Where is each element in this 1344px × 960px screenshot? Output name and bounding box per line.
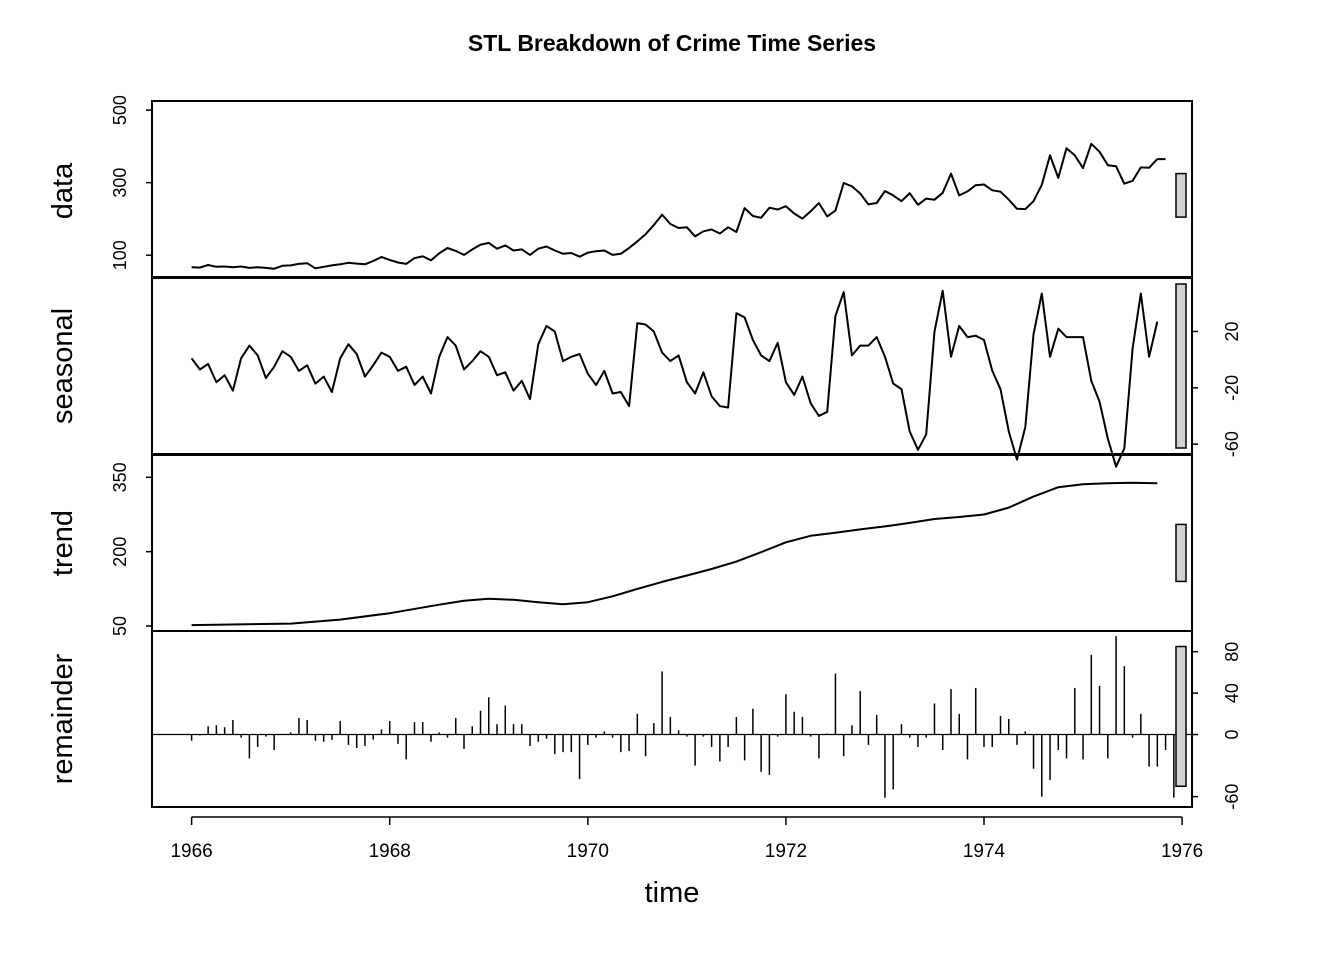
x-tick-label: 1974 bbox=[963, 841, 1006, 862]
x-tick-label: 1968 bbox=[369, 841, 411, 862]
y-tick-label: 350 bbox=[110, 462, 130, 492]
range-bar-trend bbox=[1175, 523, 1187, 583]
x-tick-label: 1976 bbox=[1161, 841, 1203, 862]
x-axis: 1966 1968 1970 1972 1974 1976 bbox=[170, 816, 1203, 862]
series-line-data bbox=[191, 142, 1166, 270]
y-tick-label: 200 bbox=[110, 537, 130, 567]
panels-layer: 100 300 500 data -60 -20 20 seasonal 50 200 350 tre… bbox=[47, 95, 1242, 810]
y-tick-label: -20 bbox=[1222, 375, 1242, 401]
panel-seasonal: -60 -20 20 seasonal bbox=[47, 277, 1242, 468]
panel-label-seasonal: seasonal bbox=[47, 308, 79, 424]
y-tick-label: 300 bbox=[110, 168, 130, 198]
y-tick-label: -60 bbox=[1222, 784, 1242, 810]
panel-label-data: data bbox=[47, 162, 79, 219]
range-bar-remainder bbox=[1175, 645, 1187, 788]
y-tick-label: 20 bbox=[1222, 321, 1242, 341]
y-tick-label: 100 bbox=[110, 240, 130, 270]
panel-frame bbox=[151, 630, 1193, 808]
range-bar-data bbox=[1175, 172, 1187, 218]
x-tick-label: 1966 bbox=[170, 841, 212, 862]
x-axis-label: time bbox=[645, 877, 700, 909]
y-tick-label: 50 bbox=[110, 616, 130, 636]
range-bar-seasonal bbox=[1175, 283, 1187, 449]
y-tick-label: 80 bbox=[1222, 642, 1242, 662]
x-tick-label: 1970 bbox=[567, 841, 609, 862]
y-tick-label: 0 bbox=[1222, 730, 1242, 740]
panel-remainder: -60 0 40 80 remainder bbox=[47, 630, 1242, 810]
panel-frame bbox=[151, 100, 1193, 278]
panel-trend: 50 200 350 trend bbox=[47, 454, 1193, 636]
chart-title: STL Breakdown of Crime Time Series bbox=[468, 30, 876, 56]
panel-data: 100 300 500 data bbox=[47, 95, 1193, 278]
panel-frame bbox=[151, 454, 1193, 632]
series-line-trend bbox=[191, 481, 1158, 627]
y-tick-label: 500 bbox=[110, 95, 130, 125]
panel-label-remainder: remainder bbox=[47, 653, 79, 784]
panel-label-trend: trend bbox=[47, 510, 79, 576]
y-tick-label: 40 bbox=[1222, 683, 1242, 703]
series-line-seasonal bbox=[190, 289, 1159, 468]
x-tick-label: 1972 bbox=[765, 841, 807, 862]
y-tick-label: -60 bbox=[1222, 431, 1242, 457]
